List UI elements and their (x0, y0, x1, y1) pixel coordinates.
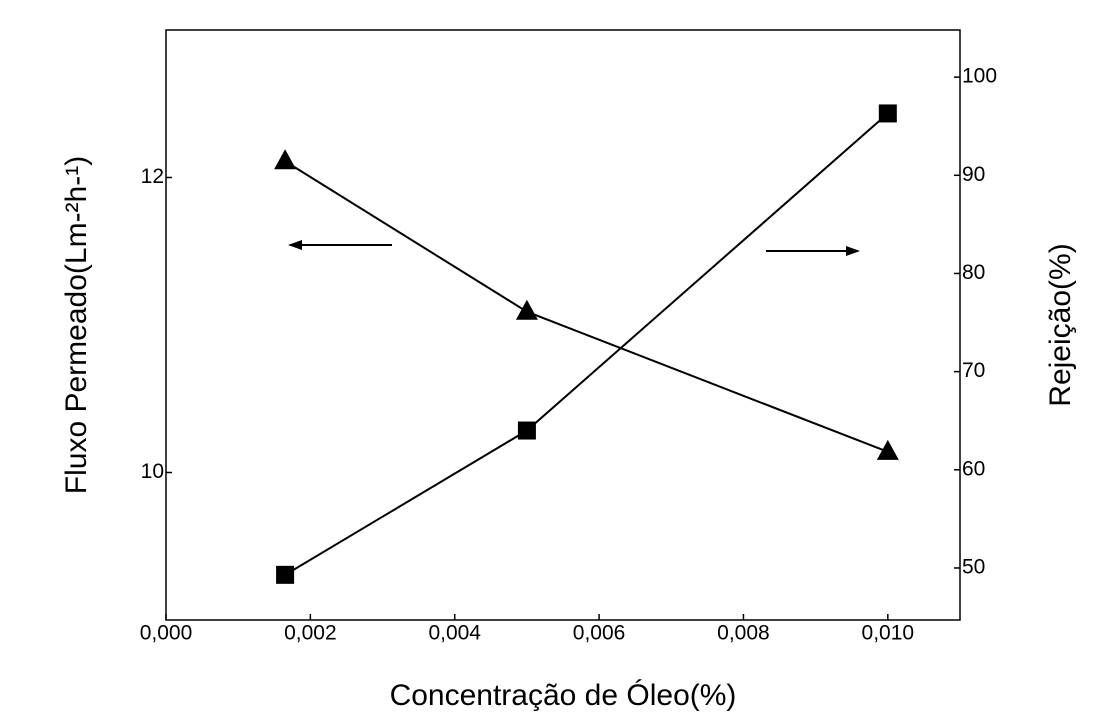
y2-tick-label: 90 (962, 163, 985, 186)
y-tick-label: 12 (141, 165, 164, 188)
square-marker (276, 566, 294, 584)
y2-tick-label: 80 (962, 261, 985, 284)
x-tick-label: 0,004 (428, 622, 481, 645)
y2-tick-label: 60 (962, 457, 985, 480)
triangle-marker (274, 149, 296, 169)
x-axis-label: Concentração de Óleo(%) (390, 679, 737, 712)
x-tick-label: 0,006 (573, 622, 626, 645)
y-tick-label: 10 (141, 460, 164, 483)
left-arrow (288, 240, 392, 250)
right-arrow (766, 246, 860, 256)
chart: Concentração de Óleo(%) Fluxo Permeado(L… (0, 0, 1109, 728)
y2-axis-label: Rejeição(%) (1044, 243, 1077, 406)
y2-tick-label: 50 (962, 556, 985, 579)
square-marker (518, 422, 536, 440)
triangle-marker (516, 300, 538, 320)
y2-tick-label: 70 (962, 359, 985, 382)
series-line (285, 161, 888, 452)
square-marker (879, 104, 897, 122)
x-tick-label: 0,000 (140, 622, 193, 645)
x-tick-label: 0,008 (717, 622, 770, 645)
y2-tick-label: 100 (962, 65, 997, 88)
y-axis-label: Fluxo Permeado(Lm-²h-¹) (60, 156, 93, 494)
x-tick-label: 0,010 (862, 622, 915, 645)
x-tick-label: 0,002 (284, 622, 337, 645)
series-line (285, 113, 888, 574)
